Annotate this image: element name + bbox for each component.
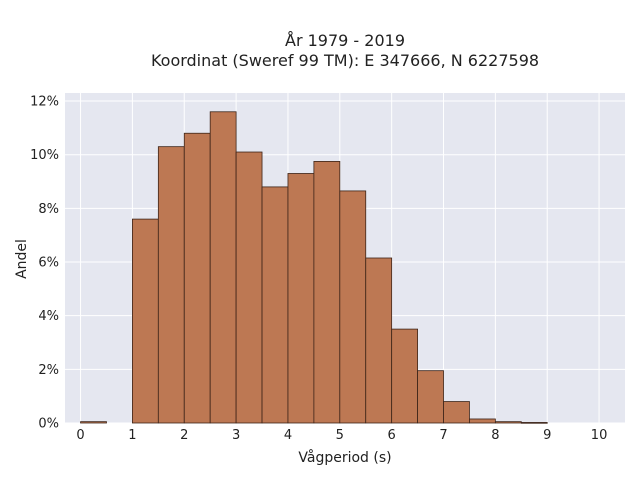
histogram-bar xyxy=(132,218,159,424)
x-tick-label: 6 xyxy=(388,428,396,443)
y-axis-label: Andel xyxy=(14,239,30,279)
x-tick-label: 8 xyxy=(491,428,499,443)
histogram-bar xyxy=(443,401,470,424)
y-tick-label: 6% xyxy=(38,256,59,271)
histogram-bar xyxy=(235,151,263,424)
x-tick-label: 3 xyxy=(232,428,240,443)
x-axis-ticks: 0 1 2 3 4 5 6 7 8 9 10 xyxy=(76,428,607,443)
histogram-bar xyxy=(183,132,211,424)
y-tick-label: 12% xyxy=(30,95,59,110)
histogram-bar xyxy=(261,186,289,424)
x-tick-label: 4 xyxy=(284,428,292,443)
x-tick-label: 7 xyxy=(439,428,447,443)
bars xyxy=(80,111,548,424)
histogram-bar xyxy=(80,421,107,424)
y-tick-label: 10% xyxy=(30,148,59,163)
histogram-bar xyxy=(209,111,237,424)
histogram-bar xyxy=(494,421,522,424)
y-tick-label: 4% xyxy=(38,309,59,324)
x-tick-label: 10 xyxy=(591,428,608,443)
histogram-bar xyxy=(469,418,496,424)
x-tick-label: 9 xyxy=(543,428,551,443)
histogram-bar xyxy=(339,190,367,424)
histogram-bar xyxy=(365,257,393,424)
x-tick-label: 5 xyxy=(336,428,344,443)
histogram-bar xyxy=(417,370,444,424)
y-tick-label: 2% xyxy=(38,363,59,378)
histogram-bar xyxy=(157,146,185,424)
y-tick-label: 8% xyxy=(38,202,59,217)
chart-title: År 1979 - 2019 xyxy=(285,31,405,50)
histogram-bar xyxy=(391,328,418,424)
x-axis-label: Vågperiod (s) xyxy=(298,449,391,466)
y-axis-ticks: 0% 2% 4% 6% 8% 10% 12% xyxy=(30,95,59,432)
histogram-bar xyxy=(287,173,315,424)
x-tick-label: 0 xyxy=(76,428,84,443)
histogram-bar xyxy=(520,422,548,424)
x-tick-label: 2 xyxy=(180,428,188,443)
chart-subtitle: Koordinat (Sweref 99 TM): E 347666, N 62… xyxy=(151,51,539,70)
y-tick-label: 0% xyxy=(38,417,59,432)
histogram-bar xyxy=(313,161,341,424)
x-tick-label: 1 xyxy=(128,428,136,443)
